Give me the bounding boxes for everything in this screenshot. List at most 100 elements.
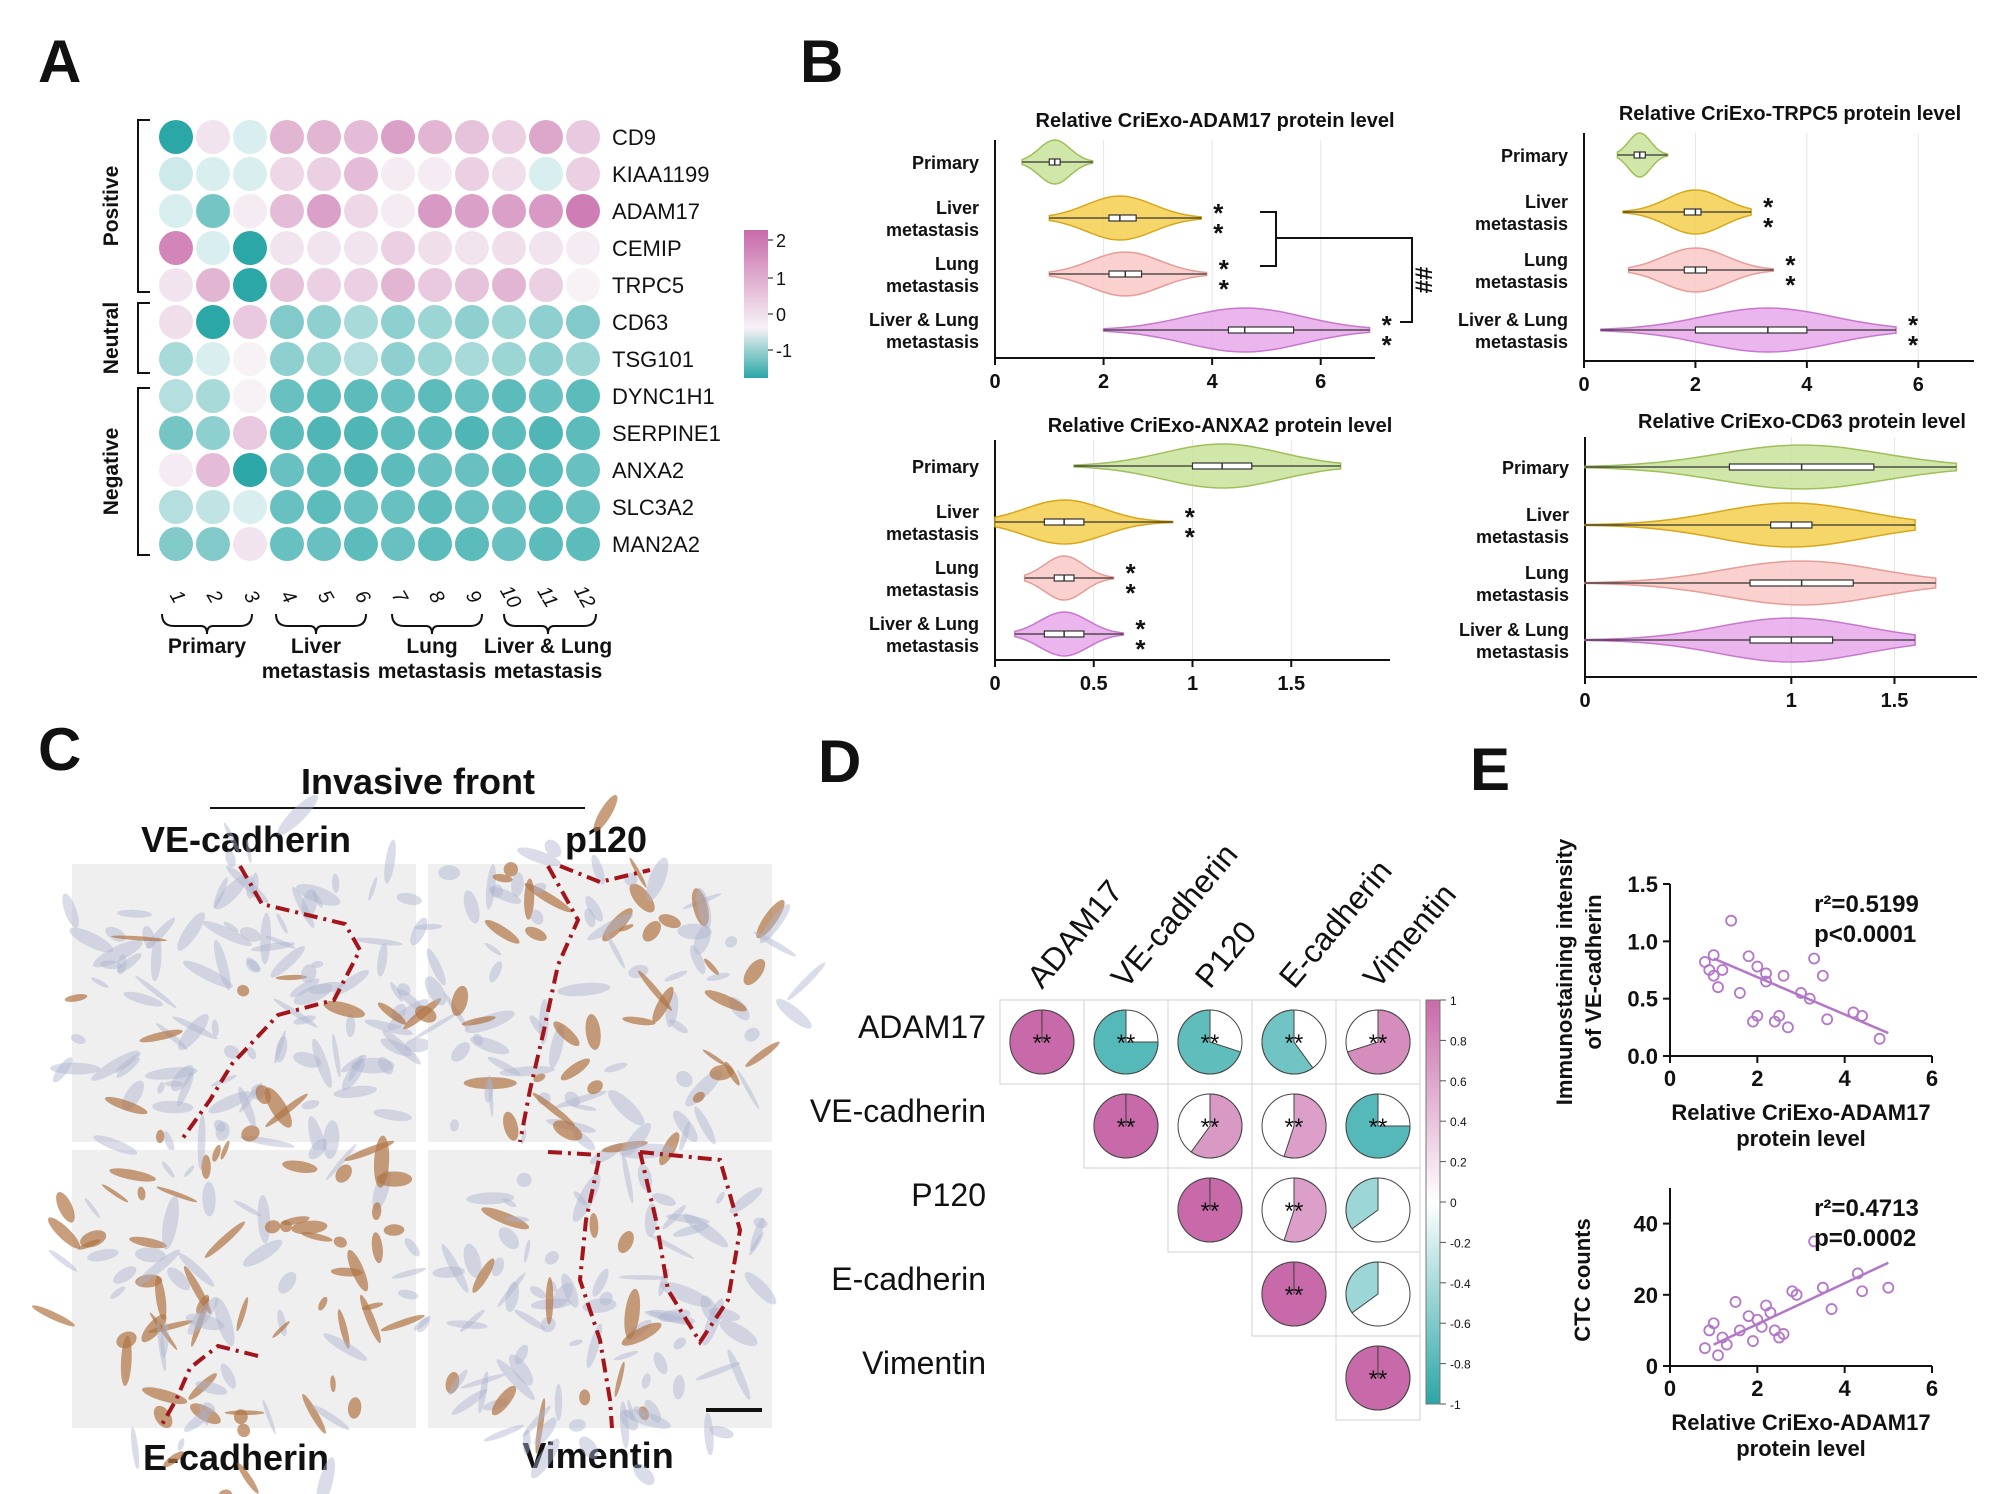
x-tick-label: 4 [1207, 371, 1219, 393]
corr-pie [1345, 1261, 1379, 1314]
corr-significance: ** [1201, 1030, 1220, 1057]
scatter-point [1790, 1288, 1803, 1301]
sample-label: 5 [313, 587, 338, 608]
heatmap-cell [233, 305, 267, 339]
tissue-texture [282, 1160, 318, 1173]
tissue-texture [502, 1198, 517, 1207]
x-tick-label: 1.5 [1277, 673, 1305, 695]
heatmap-cell [233, 379, 267, 413]
row-group-bracket [137, 387, 150, 556]
tissue-texture [569, 1339, 583, 1347]
group-label: Lung [406, 635, 457, 658]
legend-tick-label: -0.2 [1450, 1236, 1471, 1250]
tissue-texture [709, 1064, 734, 1081]
tissue-texture [183, 960, 233, 989]
tissue-texture [413, 1012, 459, 1040]
tissue-texture [275, 974, 308, 981]
tissue-texture [84, 1198, 100, 1218]
tissue-texture [139, 1029, 183, 1043]
tissue-texture [187, 1296, 219, 1335]
corr-pie [1346, 1009, 1411, 1075]
tissue-texture [331, 873, 340, 893]
tissue-texture [265, 1093, 308, 1128]
panel-label-a: A [38, 28, 81, 95]
heatmap-cell [344, 157, 378, 191]
violin-box [1683, 208, 1702, 216]
corr-pie [1177, 1177, 1243, 1243]
tissue-texture [233, 1200, 262, 1217]
tissue-texture [377, 1002, 407, 1025]
tissue-texture [213, 877, 228, 909]
sample-label: 2 [201, 586, 226, 608]
tissue-texture [571, 1104, 597, 1111]
tissue-texture [484, 919, 520, 944]
heatmap-cell [307, 527, 341, 561]
tissue-texture [323, 1120, 340, 1160]
tissue-texture [669, 1019, 688, 1034]
tissue-texture [415, 1005, 437, 1023]
sample-label: 7 [387, 587, 412, 608]
tissue-texture [557, 982, 611, 997]
gene-label: DYNC1H1 [612, 384, 715, 409]
significance-star: * [1213, 218, 1224, 248]
tissue-texture [384, 839, 396, 884]
tissue-texture [459, 1309, 485, 1332]
heatmap-cell [159, 305, 193, 339]
category-label: metastasis [1476, 585, 1569, 605]
tissue-texture [80, 1230, 107, 1248]
stain-label: p120 [565, 819, 647, 860]
violin-panel: Relative CriExo-ADAM17 protein level 0 2 4 6… [869, 103, 1977, 712]
tissue-texture [463, 890, 480, 924]
tissue-texture [241, 1125, 260, 1142]
heatmap-cell [307, 157, 341, 191]
scatter-point [1699, 1342, 1711, 1355]
corr-significance: ** [1117, 1030, 1136, 1057]
heatmap-cell [529, 416, 563, 450]
tissue-texture [706, 972, 730, 981]
tissue-texture [246, 839, 252, 864]
tissue-texture [593, 794, 618, 832]
heatmap-cell [455, 527, 489, 561]
tissue-texture [301, 1232, 333, 1242]
tissue-texture [64, 994, 88, 1002]
scatter-point [1760, 975, 1772, 988]
tissue-texture [629, 883, 655, 913]
tissue-texture [561, 1273, 579, 1308]
violin-box [1227, 326, 1295, 334]
legend-tick-label: -1 [1450, 1398, 1461, 1412]
tissue-texture [109, 1168, 156, 1182]
scatter-point [1856, 1009, 1869, 1022]
tissue-texture [445, 1371, 460, 1394]
tissue-texture [117, 953, 142, 973]
tissue-texture [633, 1406, 646, 1417]
tissue-texture [223, 822, 240, 853]
tissue-texture [117, 954, 127, 975]
scatter-point [1808, 952, 1820, 965]
heatmap-cell [270, 490, 304, 524]
corr-pie [1283, 1177, 1327, 1243]
tissue-texture [672, 1223, 710, 1237]
category-label: Liver & Lung [1458, 310, 1568, 330]
tissue-texture [487, 1056, 521, 1076]
heatmap-cell [307, 268, 341, 302]
heatmap-cell [381, 194, 415, 228]
heatmap-cell [196, 379, 230, 413]
scatter-point [1777, 969, 1790, 982]
heatmap-cell [233, 120, 267, 154]
tissue-texture [245, 959, 260, 973]
tissue-texture [293, 983, 333, 1005]
corr-significance: ** [1285, 1282, 1304, 1309]
tissue-texture [101, 1184, 129, 1203]
tissue-texture [347, 1249, 369, 1292]
tissue-texture [525, 926, 547, 942]
x-axis-label: Relative CriExo-ADAM17 [1671, 1410, 1930, 1435]
tissue-texture [52, 1057, 73, 1083]
tissue-texture [744, 1272, 777, 1305]
tissue-texture [658, 914, 681, 929]
tissue-texture [160, 1321, 169, 1358]
gene-label: ADAM17 [612, 199, 700, 224]
tissue-texture [584, 908, 596, 928]
heatmap-cell [492, 194, 526, 228]
heatmap-cell [196, 342, 230, 376]
